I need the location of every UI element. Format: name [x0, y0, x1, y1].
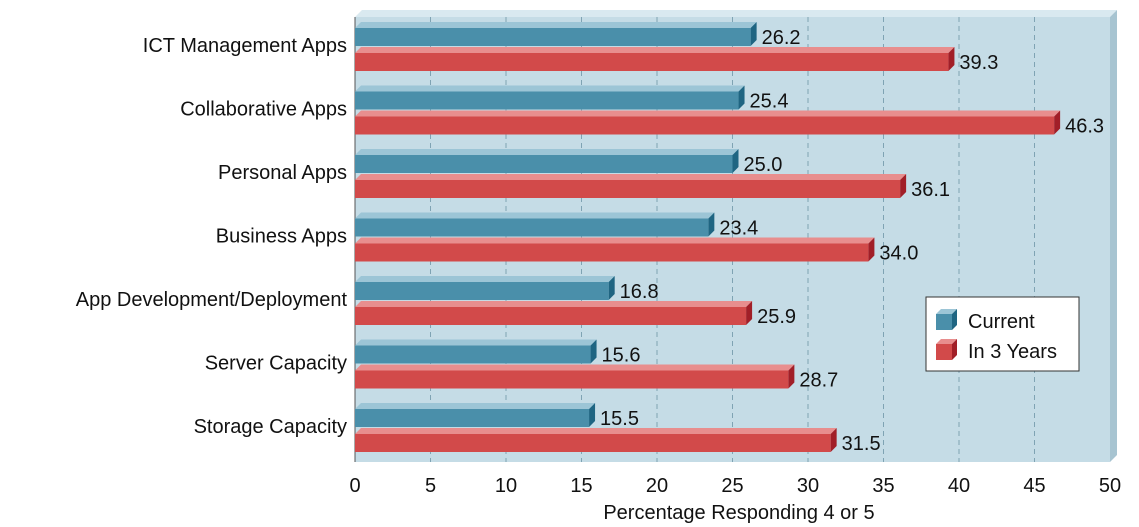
- bar-top-current: [355, 149, 739, 155]
- bar-current: [355, 28, 751, 46]
- bar-current: [355, 345, 591, 364]
- bars: 26.2 39.3 25.4 46.3 25.0 36.1 23.4 34.0 16.8 25.9…: [355, 22, 1104, 455]
- x-tick-label: 35: [872, 475, 894, 497]
- x-tick-label: 20: [646, 475, 668, 497]
- x-tick-label: 40: [948, 475, 970, 497]
- bar-side-current: [738, 85, 745, 110]
- x-tick-label: 15: [570, 475, 592, 497]
- x-tick-label: 5: [425, 475, 436, 497]
- category-label: App Development/Deployment: [76, 289, 348, 311]
- x-tick-label: 45: [1023, 475, 1045, 497]
- bar-future: [355, 307, 747, 325]
- bar-current: [355, 409, 590, 427]
- legend-swatch-in-3-years: [936, 344, 952, 360]
- bar-side-future: [868, 237, 875, 262]
- legend-swatch-current: [936, 314, 952, 330]
- bar-side-future: [1054, 110, 1061, 135]
- bar-value-label: 26.2: [762, 27, 801, 49]
- bar-future: [355, 243, 869, 262]
- bar-value-label: 15.6: [602, 345, 641, 367]
- bar-top-future: [355, 428, 837, 434]
- bar-value-label: 36.1: [911, 179, 950, 201]
- bar-current: [355, 282, 609, 300]
- plot-top-face: [355, 10, 1117, 17]
- category-labels: ICT Management Apps Collaborative Apps Per…: [76, 35, 348, 438]
- legend-label-in-3-years: In 3 Years: [968, 341, 1057, 363]
- category-label: Server Capacity: [205, 353, 347, 375]
- legend-swatch-side-in-3-years: [952, 339, 957, 360]
- bar-value-label: 25.0: [744, 154, 783, 176]
- bar-side-future: [830, 428, 837, 452]
- x-tick-label: 50: [1099, 475, 1121, 497]
- bar-side-current: [608, 276, 615, 300]
- category-label: Personal Apps: [218, 162, 347, 184]
- bar-side-future: [788, 364, 795, 389]
- bar-value-label: 23.4: [719, 218, 758, 240]
- bar-side-current: [708, 212, 715, 237]
- bar-future: [355, 180, 901, 198]
- x-tick-label: 0: [349, 475, 360, 497]
- bar-value-label: 25.9: [757, 306, 796, 328]
- x-tick-label: 30: [797, 475, 819, 497]
- bar-top-future: [355, 364, 795, 371]
- legend-label-current: Current: [968, 311, 1035, 333]
- bar-current: [355, 155, 733, 173]
- category-label: ICT Management Apps: [143, 35, 347, 57]
- bar-value-label: 34.0: [879, 243, 918, 265]
- bar-side-current: [589, 403, 596, 427]
- legend-swatch-top-in-3-years: [936, 339, 957, 344]
- bar-value-label: 46.3: [1065, 116, 1104, 138]
- x-axis-title: Percentage Responding 4 or 5: [603, 502, 874, 524]
- bar-top-future: [355, 174, 907, 180]
- bar-side-future: [746, 301, 753, 325]
- bar-top-future: [355, 110, 1061, 117]
- x-axis-ticks: 0 5 10 15 20 25 30 35 40 45 50: [349, 475, 1121, 497]
- bar-top-future: [355, 237, 875, 244]
- bar-future: [355, 370, 789, 389]
- legend-swatch-top-current: [936, 309, 957, 314]
- bar-future: [355, 116, 1055, 135]
- bar-top-current: [355, 403, 596, 409]
- bar-top-current: [355, 22, 757, 28]
- bar-top-current: [355, 212, 715, 219]
- bar-side-future: [900, 174, 907, 198]
- legend: Current In 3 Years: [925, 296, 1080, 372]
- plot-side-face: [1110, 10, 1117, 462]
- bar-top-future: [355, 301, 753, 307]
- bar-current: [355, 91, 739, 110]
- category-label: Business Apps: [216, 226, 347, 248]
- bar-value-label: 16.8: [620, 281, 659, 303]
- bar-value-label: 39.3: [959, 52, 998, 74]
- bar-side-current: [750, 22, 757, 46]
- bar-value-label: 28.7: [799, 370, 838, 392]
- bar-future: [355, 53, 949, 71]
- bar-top-current: [355, 276, 615, 282]
- x-tick-label: 10: [495, 475, 517, 497]
- bar-side-future: [948, 47, 955, 71]
- x-tick-label: 25: [721, 475, 743, 497]
- category-label: Collaborative Apps: [180, 99, 347, 121]
- category-label: Storage Capacity: [194, 416, 347, 438]
- bar-value-label: 31.5: [842, 433, 881, 455]
- bar-side-current: [590, 339, 597, 364]
- bar-value-label: 25.4: [750, 91, 789, 113]
- bar-top-current: [355, 85, 745, 92]
- bar-current: [355, 218, 709, 237]
- bar-top-future: [355, 47, 955, 53]
- bar-top-current: [355, 339, 597, 346]
- bar-side-current: [732, 149, 739, 173]
- legend-swatch-side-current: [952, 309, 957, 330]
- bar-future: [355, 434, 831, 452]
- bar-value-label: 15.5: [600, 408, 639, 430]
